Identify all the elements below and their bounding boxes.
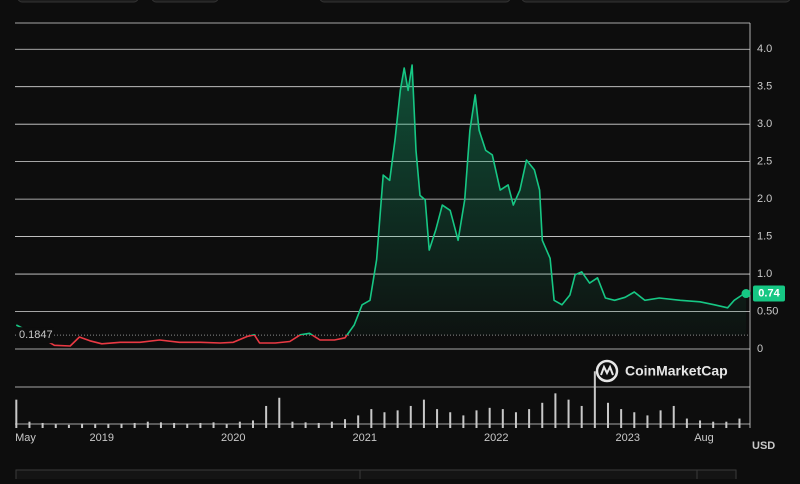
baseline-label: 0.1847	[19, 329, 53, 341]
volume-bar	[422, 399, 425, 428]
volume-bar	[593, 371, 596, 428]
baseline-label-bg	[16, 327, 54, 344]
volume-bar	[554, 393, 557, 428]
price-badge	[753, 285, 785, 302]
watermark: CoinMarketCap	[595, 359, 728, 383]
current-point	[741, 289, 751, 299]
volume-bar	[383, 412, 386, 428]
volume-bar	[94, 424, 97, 428]
x-tick-label: Aug	[694, 432, 714, 444]
volume-bar	[699, 420, 702, 428]
x-tick-label: 2023	[615, 432, 639, 444]
volume-bar	[646, 415, 649, 428]
volume-bar	[567, 399, 570, 428]
volume-bar	[659, 410, 662, 428]
volume-bar	[330, 421, 333, 428]
volume-bar	[488, 407, 491, 428]
volume-bar	[672, 405, 675, 428]
y-tick-label: 2.0	[757, 193, 772, 205]
volume-bar	[475, 410, 478, 428]
price-line	[15, 64, 747, 347]
volume-bar	[120, 423, 123, 428]
volume-bar	[199, 422, 202, 428]
volume-bar	[67, 424, 70, 428]
volume-bar	[146, 421, 149, 428]
volume-bar	[606, 402, 609, 428]
volume-bar	[580, 405, 583, 428]
volume-bar	[633, 412, 636, 428]
x-tick-label: 2022	[484, 432, 508, 444]
volume-bar	[501, 409, 504, 428]
volume-bar	[41, 422, 44, 428]
y-tick-label: 1.0	[757, 268, 772, 280]
watermark-text: CoinMarketCap	[625, 363, 728, 379]
volume-bar	[685, 418, 688, 428]
volume-bar	[238, 421, 241, 428]
logo	[595, 359, 619, 383]
x-tick-label: 2020	[221, 432, 245, 444]
volume-bar	[173, 422, 176, 428]
volume-bar	[462, 415, 465, 428]
y-tick-label: 3.5	[757, 81, 772, 93]
volume-bar	[225, 424, 228, 428]
volume-bar	[528, 409, 531, 428]
volume-bar	[54, 424, 57, 428]
toolbar-button[interactable]	[521, 0, 791, 3]
volume-bar	[712, 421, 715, 428]
y-tick-label: 3.0	[757, 118, 772, 130]
price-badge-label: 0.74	[758, 287, 780, 299]
volume-bar	[541, 402, 544, 428]
y-tick-label: 1.5	[757, 230, 772, 242]
toolbar-button[interactable]	[17, 0, 139, 3]
y-tick-label: 0.50	[757, 305, 778, 317]
volume-bar	[186, 423, 189, 428]
logo-mark	[600, 364, 614, 376]
volume-bar	[449, 412, 452, 428]
y-tick-label: 2.5	[757, 156, 772, 168]
volume-bar	[251, 420, 254, 428]
toolbar-button[interactable]	[151, 0, 219, 3]
volume-bar	[107, 424, 110, 428]
y-tick-label: 0	[757, 343, 763, 355]
volume-bar	[212, 422, 215, 428]
volume-bar	[344, 419, 347, 428]
volume-bar	[514, 412, 517, 428]
volume-bar	[370, 409, 373, 428]
volume-bar	[304, 422, 307, 428]
volume-bar	[265, 405, 268, 428]
x-tick-label: May	[15, 432, 36, 444]
volume-bar	[28, 421, 31, 428]
volume-bar	[396, 410, 399, 428]
volume-bar	[725, 421, 728, 428]
volume-bar	[15, 399, 18, 428]
volume-bar	[317, 422, 320, 428]
volume-bar	[159, 422, 162, 428]
volume-bar	[357, 415, 360, 428]
volume-bar	[278, 397, 281, 428]
navigator[interactable]	[15, 469, 737, 484]
volume-bar	[81, 423, 84, 428]
price-area	[16, 65, 747, 336]
volume-bar	[436, 409, 439, 428]
volume-bar	[620, 409, 623, 428]
volume-bar	[133, 422, 136, 428]
currency-label: USD	[752, 440, 775, 452]
volume-bar	[409, 405, 412, 428]
x-tick-label: 2019	[90, 432, 114, 444]
y-tick-label: 4.0	[757, 43, 772, 55]
x-tick-label: 2021	[353, 432, 377, 444]
volume-bar	[738, 418, 741, 428]
volume-bar	[291, 421, 294, 428]
toolbar-button[interactable]	[319, 0, 511, 3]
